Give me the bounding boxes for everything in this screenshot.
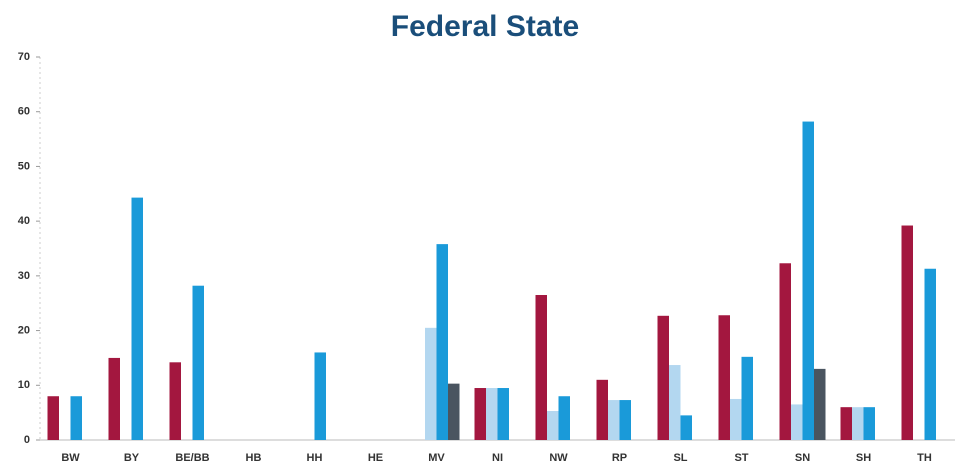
bar bbox=[436, 244, 448, 440]
bar bbox=[547, 411, 559, 440]
x-tick-label: BY bbox=[124, 452, 140, 464]
chart-title: Federal State bbox=[391, 10, 579, 43]
bar bbox=[802, 121, 814, 440]
y-tick-label: 60 bbox=[18, 106, 30, 118]
bar bbox=[741, 356, 753, 440]
bar bbox=[486, 388, 498, 440]
bar bbox=[852, 407, 864, 440]
bar bbox=[558, 396, 570, 440]
bar bbox=[448, 383, 460, 440]
bar bbox=[863, 407, 875, 440]
x-tick-label: NI bbox=[492, 452, 503, 464]
bar bbox=[791, 404, 803, 440]
bar bbox=[779, 263, 791, 440]
bar bbox=[901, 225, 913, 440]
bar bbox=[680, 415, 692, 440]
bar bbox=[535, 295, 547, 440]
bar bbox=[669, 365, 681, 440]
x-tick-label: HB bbox=[246, 452, 262, 464]
y-tick-label: 10 bbox=[18, 379, 30, 391]
x-tick-label: HH bbox=[307, 452, 323, 464]
bar bbox=[192, 285, 204, 440]
bar bbox=[596, 379, 608, 440]
bar bbox=[840, 407, 852, 440]
bar bbox=[718, 315, 730, 440]
bar bbox=[108, 357, 120, 440]
x-tick-label: SL bbox=[673, 452, 687, 464]
bar bbox=[314, 352, 326, 440]
y-tick-label: 30 bbox=[18, 270, 30, 282]
x-tick-label: ST bbox=[734, 452, 748, 464]
bar bbox=[814, 368, 826, 440]
bar bbox=[619, 400, 631, 440]
x-tick-label: BW bbox=[61, 452, 80, 464]
y-tick-label: 20 bbox=[18, 324, 30, 336]
x-tick-label: SH bbox=[856, 452, 871, 464]
x-tick-label: MV bbox=[428, 452, 445, 464]
bar bbox=[730, 398, 742, 440]
bar bbox=[924, 268, 936, 440]
bar bbox=[657, 315, 669, 440]
x-tick-label: BE/BB bbox=[175, 452, 209, 464]
x-tick-label: NW bbox=[549, 452, 568, 464]
bar bbox=[474, 388, 486, 440]
x-tick-label: TH bbox=[917, 452, 932, 464]
bar bbox=[425, 327, 437, 440]
x-tick-label: HE bbox=[368, 452, 383, 464]
y-tick-label: 70 bbox=[18, 51, 30, 63]
y-tick-label: 0 bbox=[24, 434, 30, 446]
y-tick-label: 40 bbox=[18, 215, 30, 227]
bar bbox=[131, 197, 143, 440]
bar bbox=[70, 396, 82, 440]
bar bbox=[47, 396, 59, 440]
y-tick-label: 50 bbox=[18, 160, 30, 172]
bar bbox=[169, 362, 181, 440]
bar bbox=[497, 388, 509, 440]
x-tick-label: SN bbox=[795, 452, 810, 464]
bar bbox=[608, 400, 620, 440]
x-tick-label: RP bbox=[612, 452, 627, 464]
